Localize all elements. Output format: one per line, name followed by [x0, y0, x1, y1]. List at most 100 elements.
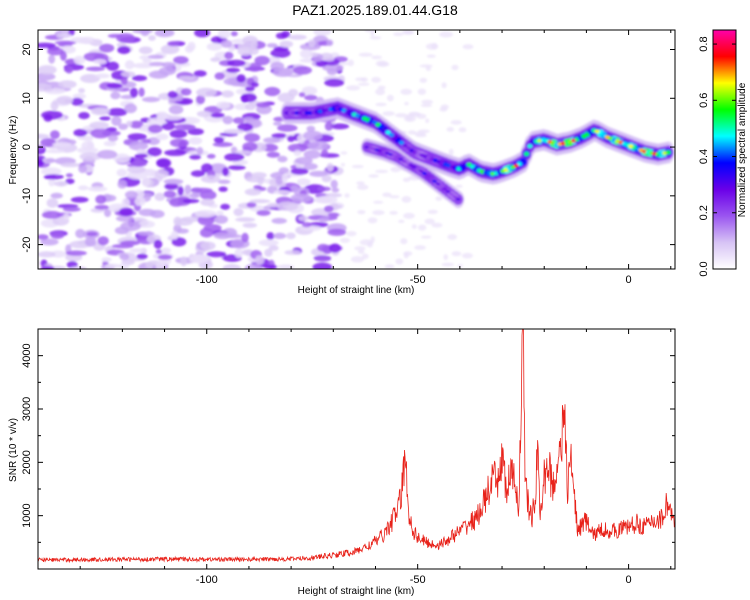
heatmap-cell — [236, 74, 246, 83]
heatmap-cell — [45, 149, 65, 154]
heatmap-cell — [127, 170, 148, 180]
heatmap-cell — [279, 40, 294, 48]
heatmap-cell — [221, 90, 234, 98]
heatmap-cell — [317, 186, 331, 192]
heatmap-cell — [384, 264, 395, 269]
heatmap-cell — [405, 146, 411, 150]
heatmap-cell — [41, 210, 62, 219]
heatmap-cell — [81, 135, 94, 142]
heatmap-cell — [350, 256, 365, 263]
heatmap-cell — [402, 30, 414, 35]
colorbar-tick-label: 0.0 — [698, 261, 710, 276]
heatmap-cell — [222, 264, 241, 269]
heatmap-cell — [70, 37, 89, 42]
heatmap-cell — [523, 151, 530, 156]
heatmap-cell — [117, 46, 131, 55]
heatmap-cell — [266, 151, 280, 158]
heatmap-cell — [425, 66, 431, 72]
heatmap-cell — [131, 75, 148, 82]
heatmap-cell — [287, 143, 308, 153]
snr-line-plot — [38, 329, 675, 564]
heatmap-cell — [446, 126, 455, 132]
heatmap-cell — [339, 237, 351, 243]
heatmap-cell — [431, 222, 443, 228]
heatmap-cell — [97, 149, 118, 159]
heatmap-cell — [277, 155, 288, 163]
heatmap-cell — [97, 236, 109, 246]
heatmap-cell — [138, 87, 145, 97]
heatmap-cell — [126, 120, 133, 127]
heatmap-cell — [439, 31, 453, 38]
heatmap-cell — [273, 232, 287, 239]
heatmap-cell — [78, 185, 89, 191]
heatmap-cell — [196, 110, 212, 118]
heatmap-cell — [254, 255, 265, 265]
heatmap-cell — [293, 149, 302, 157]
heatmap-cell — [249, 199, 271, 204]
heatmap-cell — [118, 263, 130, 269]
heatmap-cell — [389, 211, 398, 215]
heatmap-cell — [665, 150, 671, 155]
heatmap-cell — [118, 123, 128, 130]
heatmap-cell — [119, 253, 130, 261]
heatmap-cell — [137, 231, 155, 236]
heatmap-cell — [75, 228, 86, 239]
heatmap-cell — [43, 174, 64, 180]
heatmap-cell — [425, 174, 431, 178]
heatmap-cell — [169, 197, 184, 207]
bottom-x-axis-label: Height of straight line (km) — [298, 586, 415, 597]
heatmap-cell — [170, 230, 179, 240]
heatmap-cell — [303, 149, 321, 159]
heatmap-cell — [190, 170, 206, 177]
heatmap-cell — [216, 210, 224, 216]
heatmap-cell — [292, 66, 312, 75]
colorbar-label: Normalized spectral amplitude — [737, 82, 748, 217]
heatmap-cell — [196, 147, 204, 155]
heatmap-cell — [273, 190, 291, 195]
heatmap-cell — [85, 66, 105, 72]
heatmap-cell — [313, 196, 333, 204]
heatmap-cell — [104, 263, 122, 269]
heatmap-cell — [268, 245, 279, 251]
heatmap-cell — [228, 165, 246, 171]
heatmap-cell — [222, 115, 234, 125]
colorbar-axis: 0.0 0.2 0.4 0.6 0.8 — [698, 36, 736, 277]
heatmap-cell — [164, 183, 179, 190]
heatmap-cell — [223, 129, 245, 134]
heatmap-cell — [188, 137, 203, 145]
heatmap-cell — [235, 217, 256, 222]
heatmap-cell — [435, 182, 441, 186]
heatmap-cell — [341, 162, 345, 167]
heatmap-cell — [411, 165, 417, 169]
heatmap-cell — [451, 64, 459, 71]
heatmap-cell — [48, 177, 56, 187]
heatmap-cell — [65, 66, 73, 74]
colorbar-tick-label: 0.4 — [698, 149, 710, 164]
heatmap-cell — [304, 94, 318, 101]
heatmap-cell — [309, 170, 328, 177]
heatmap-cell — [41, 110, 63, 120]
heatmap-cell — [527, 144, 533, 149]
heatmap-cell — [141, 176, 151, 187]
heatmap-cell — [93, 58, 107, 65]
heatmap-cell — [206, 42, 223, 51]
heatmap-cell — [40, 138, 56, 147]
heatmap-cell — [50, 192, 63, 199]
heatmap-cell — [314, 256, 332, 262]
colorbar-tick-label: 0.2 — [698, 205, 710, 220]
heatmap-cell — [431, 179, 438, 183]
heatmap-cell — [326, 39, 334, 47]
heatmap-cell — [418, 169, 424, 173]
heatmap-cell — [180, 198, 200, 204]
heatmap-cell — [142, 138, 152, 144]
heatmap-cell — [270, 48, 291, 58]
heatmap-cell — [193, 70, 207, 77]
heatmap-cell — [403, 252, 409, 259]
heatmap-cell — [458, 127, 467, 133]
heatmap-cell — [234, 248, 243, 259]
heatmap-cell — [257, 176, 264, 185]
heatmap-cell — [119, 207, 134, 217]
heatmap-cell — [158, 66, 176, 76]
heatmap-cell — [329, 243, 341, 253]
